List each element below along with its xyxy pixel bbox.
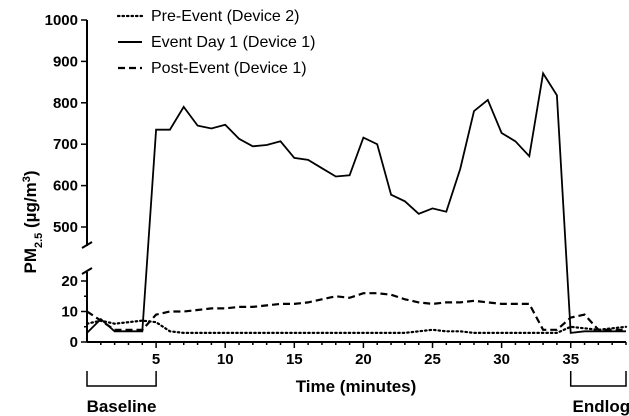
- legend-label: Event Day 1 (Device 1): [151, 34, 316, 51]
- y-axis-break-bottom: [81, 267, 93, 275]
- y-axis-break-top: [81, 241, 93, 249]
- legend-label: Pre-Event (Device 2): [151, 8, 300, 25]
- y-tick-label: 600: [53, 178, 78, 195]
- y-axis-title-sub: 2.5: [33, 233, 45, 248]
- series-layer: [85, 70, 628, 334]
- y-axis-title-main: PM: [21, 248, 40, 274]
- y-tick-label: 800: [53, 95, 78, 112]
- y-tick-label: 0: [70, 334, 78, 351]
- y-axis-title: PM2.5 (µg/m3): [21, 171, 45, 274]
- x-tick-label: 15: [286, 351, 303, 368]
- series-line-dotted: [85, 319, 628, 334]
- y-tick-label: 700: [53, 136, 78, 153]
- x-axis-title: Time (minutes): [296, 377, 417, 396]
- y-tick-label: 10: [61, 304, 78, 321]
- axes: [81, 20, 626, 343]
- y-axis-title-unit: (µg/m: [21, 182, 40, 232]
- series-line-dashed: [86, 292, 626, 331]
- y-tick-label: 20: [61, 273, 78, 290]
- y-tick-label: 500: [53, 219, 78, 236]
- legend: Pre-Event (Device 2) Event Day 1 (Device …: [116, 8, 316, 77]
- ticks: 5 10 15 20 25 30 35 500 600 700 800 900 1000 0 10 20: [45, 12, 627, 368]
- y-axis-title-close: ): [21, 171, 40, 177]
- x-tick-label: 5: [152, 351, 160, 368]
- bracket-baseline: [86, 371, 157, 387]
- x-tick-label: 10: [217, 351, 234, 368]
- bracket-label: Endlog: [573, 397, 629, 416]
- series-line-solid: [86, 70, 626, 334]
- brackets: Baseline Endlog: [86, 371, 629, 416]
- x-tick-label: 25: [424, 351, 441, 368]
- y-tick-label: 1000: [45, 12, 78, 29]
- x-tick-label: 20: [355, 351, 372, 368]
- x-tick-label: 30: [493, 351, 510, 368]
- bracket-label: Baseline: [87, 397, 157, 416]
- legend-label: Post-Event (Device 1): [151, 60, 307, 77]
- bracket-endlog: [569, 371, 627, 387]
- y-tick-label: 900: [53, 53, 78, 70]
- x-tick-label: 35: [562, 351, 579, 368]
- y-axis-title-sup: 3: [21, 176, 33, 182]
